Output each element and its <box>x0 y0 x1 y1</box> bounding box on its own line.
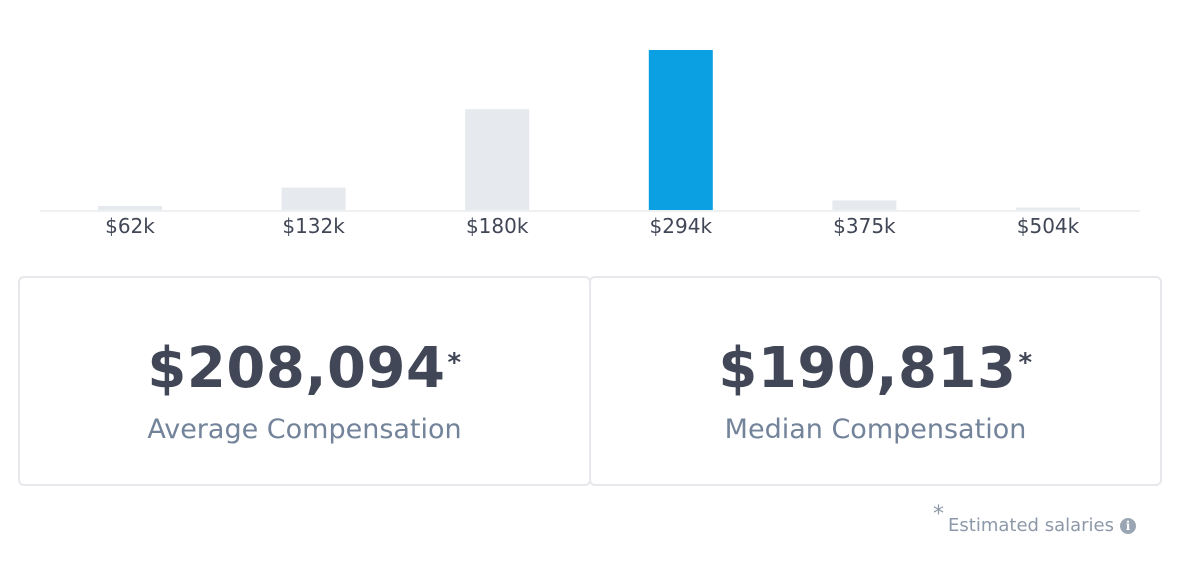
histogram-bar <box>832 200 897 210</box>
average-compensation-card: $208,094* Average Compensation <box>18 276 591 486</box>
x-tick-label: $132k <box>282 214 345 238</box>
average-compensation-value: $208,094* <box>20 334 589 404</box>
x-tick-label: $180k <box>466 214 529 238</box>
median-compensation-value: $190,813* <box>591 334 1160 404</box>
footnote-text: Estimated salaries <box>948 515 1114 536</box>
median-estimate-marker: * <box>1018 348 1033 378</box>
info-icon[interactable]: i <box>1120 518 1136 534</box>
median-compensation-card: $190,813* Median Compensation <box>589 276 1162 486</box>
x-tick-label: $62k <box>105 214 155 238</box>
estimated-salaries-note: * Estimated salaries i <box>933 502 1136 539</box>
histogram-bar <box>281 187 346 210</box>
x-tick-label: $375k <box>833 214 896 238</box>
average-estimate-marker: * <box>447 348 462 378</box>
histogram-bar <box>465 109 530 210</box>
salary-histogram: $62k $132k $180k $294k $375k $504k <box>40 50 1140 238</box>
histogram-bar <box>98 206 162 210</box>
median-compensation-label: Median Compensation <box>724 414 1027 445</box>
average-compensation-label: Average Compensation <box>147 414 462 445</box>
histogram-bar <box>1016 207 1080 210</box>
histogram-bar <box>648 50 713 210</box>
average-value-text: $208,094 <box>147 336 446 401</box>
median-value-text: $190,813 <box>718 336 1017 401</box>
footnote-marker: * <box>933 502 945 527</box>
x-tick-label: $504k <box>1017 214 1080 238</box>
x-tick-label: $294k <box>650 214 713 238</box>
